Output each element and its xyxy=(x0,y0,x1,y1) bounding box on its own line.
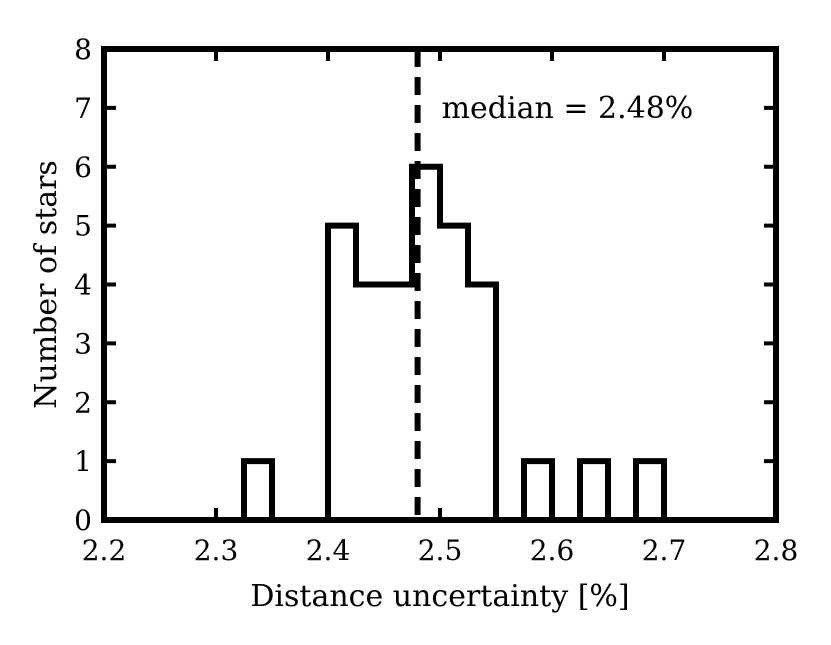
y-tick-label: 6 xyxy=(74,151,92,184)
x-tick-label: 2.4 xyxy=(306,534,351,567)
x-axis-label: Distance uncertainty [%] xyxy=(250,579,629,614)
histogram-outline xyxy=(104,163,776,523)
histogram-bin xyxy=(468,285,496,521)
histogram-bin xyxy=(244,461,272,520)
x-tick-label: 2.8 xyxy=(754,534,799,567)
y-axis-label: Number of stars xyxy=(29,160,64,409)
tick-labels: 2.2 2.3 2.4 2.5 2.6 2.7 2.8 0 1 2 3 4 5 6 7 8 xyxy=(74,33,798,567)
x-tick-label: 2.3 xyxy=(194,534,239,567)
histogram-bin xyxy=(356,285,384,521)
y-tick-label: 5 xyxy=(74,210,92,243)
y-tick-label: 4 xyxy=(74,269,92,302)
histogram-bin xyxy=(524,461,552,520)
plot-frame xyxy=(101,46,779,523)
y-tick-label: 3 xyxy=(74,327,92,360)
x-tick-label: 2.7 xyxy=(642,534,687,567)
histogram-bin xyxy=(580,461,608,520)
y-tick-label: 1 xyxy=(74,445,92,478)
y-tick-label: 2 xyxy=(74,386,92,419)
y-tick-label: 7 xyxy=(74,92,92,125)
histogram-bin xyxy=(636,461,664,520)
x-tick-label: 2.5 xyxy=(418,534,463,567)
y-tick-label: 0 xyxy=(74,504,92,537)
x-tick-label: 2.6 xyxy=(530,534,575,567)
y-tick-label: 8 xyxy=(74,33,92,66)
histogram-bin xyxy=(384,285,412,521)
histogram-bin xyxy=(328,226,356,520)
median-annotation: median = 2.48% xyxy=(442,91,694,126)
x-tick-label: 2.2 xyxy=(82,534,127,567)
histogram-bin xyxy=(440,226,468,520)
